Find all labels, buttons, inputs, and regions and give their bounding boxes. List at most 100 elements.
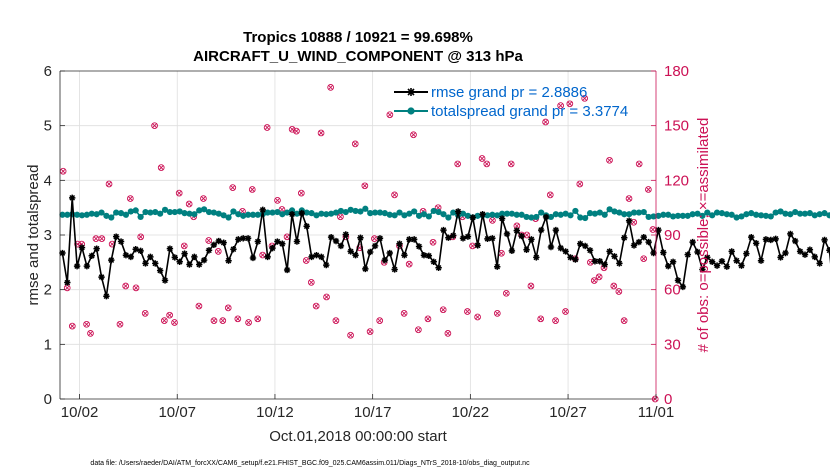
- totalspread-point-127: [679, 212, 686, 219]
- rmse-point-84: [469, 214, 477, 221]
- obs-assimilated-marker: [318, 130, 324, 136]
- obs-assimilated-marker: [508, 161, 514, 167]
- obs-assimilated-marker: [117, 321, 123, 327]
- obs-point-66: [391, 191, 398, 199]
- rmse-point-90: [498, 215, 506, 222]
- obs-assimilated-marker: [455, 161, 461, 167]
- totalspread-point-36: [235, 211, 242, 218]
- rmse-point-52: [313, 252, 320, 259]
- obs-assimilated-marker: [406, 261, 412, 267]
- totalspread-point-134: [713, 209, 721, 216]
- obs-point-20: [166, 311, 173, 319]
- totalspread-point-153: [806, 210, 813, 217]
- rmse-point-157: [826, 247, 830, 254]
- obs-point-33: [229, 184, 237, 191]
- obs-possible-marker: [245, 319, 252, 326]
- obs-assimilated-marker: [367, 329, 373, 335]
- y-right-tick-label-2: 60: [664, 282, 681, 299]
- rmse-point-95: [523, 246, 530, 253]
- obs-assimilated-marker: [377, 318, 383, 324]
- obs-assimilated-marker: [60, 168, 66, 174]
- obs-assimilated-marker: [616, 288, 622, 295]
- totalspread-point-56: [332, 209, 340, 216]
- totalspread-point-157: [826, 212, 830, 219]
- rmse-point-130: [694, 248, 701, 256]
- obs-point-105: [581, 94, 589, 102]
- obs-possible-marker: [137, 233, 145, 241]
- rmse-point-156: [821, 236, 828, 244]
- obs-possible-marker: [87, 330, 94, 337]
- rmse-point-13: [122, 252, 130, 259]
- obs-assimilated-marker: [352, 141, 358, 147]
- obs-point-26: [195, 302, 203, 310]
- obs-possible-marker: [214, 248, 222, 255]
- obs-point-98: [546, 191, 554, 199]
- obs-possible-marker: [507, 160, 515, 168]
- rmse-point-46: [283, 266, 291, 274]
- totalspread-point-46: [284, 209, 291, 216]
- rmse-point-30: [205, 247, 213, 254]
- obs-possible-marker: [581, 94, 589, 102]
- rmse-point-118: [635, 238, 643, 246]
- totalspread-point-106: [577, 214, 584, 221]
- totalspread-point-71: [406, 210, 413, 217]
- rmse-point-55: [327, 233, 335, 241]
- obs-possible-marker: [606, 156, 613, 164]
- obs-point-29: [210, 317, 218, 324]
- obs-point-63: [376, 317, 384, 324]
- obs-possible-marker: [171, 319, 178, 326]
- totalspread-point-54: [323, 211, 330, 218]
- obs-point-11: [116, 320, 124, 328]
- obs-point-73: [424, 315, 432, 323]
- totalspread-point-155: [816, 211, 823, 218]
- rmse-point-80: [450, 232, 457, 239]
- obs-point-24: [185, 200, 193, 208]
- obs-possible-marker: [122, 282, 130, 290]
- obs-assimilated-marker: [186, 201, 192, 207]
- obs-point-102: [566, 100, 574, 108]
- rmse-point-154: [811, 253, 818, 261]
- totalspread-point-94: [518, 211, 525, 218]
- rmse-point-151: [796, 248, 804, 255]
- rmse-point-117: [630, 242, 638, 249]
- totalspread-point-64: [371, 209, 379, 216]
- obs-possible-marker: [640, 255, 648, 263]
- obs-possible-marker: [527, 282, 535, 290]
- obs-possible-marker: [312, 302, 320, 310]
- obs-possible-marker: [263, 124, 271, 131]
- obs-assimilated-marker: [348, 332, 354, 338]
- obs-assimilated-marker: [641, 256, 647, 262]
- obs-point-12: [122, 282, 130, 290]
- obs-possible-marker: [483, 160, 491, 168]
- totalspread-point-65: [376, 209, 384, 216]
- rmse-point-121: [650, 249, 657, 257]
- obs-assimilated-marker: [582, 95, 588, 101]
- obs-point-54: [332, 317, 340, 324]
- rmse-point-75: [425, 252, 433, 259]
- obs-point-15: [137, 233, 145, 241]
- obs-assimilated-marker: [567, 101, 573, 107]
- totalspread-point-137: [728, 211, 735, 218]
- rmse-point-51: [308, 253, 315, 261]
- rmse-point-152: [801, 251, 809, 258]
- obs-possible-marker: [405, 260, 413, 268]
- totalspread-point-109: [591, 210, 599, 217]
- obs-assimilated-marker: [84, 321, 90, 327]
- rmse-point-19: [152, 260, 159, 267]
- obs-assimilated-marker: [558, 103, 564, 109]
- obs-possible-marker: [493, 310, 501, 317]
- obs-possible-marker: [429, 238, 437, 246]
- obs-point-113: [620, 317, 628, 324]
- obs-point-116: [635, 160, 643, 168]
- obs-point-49: [307, 279, 315, 286]
- obs-assimilated-marker: [538, 316, 544, 322]
- obs-assimilated-marker: [503, 290, 509, 296]
- rmse-point-54: [323, 261, 330, 269]
- totalspread-point-50: [303, 209, 310, 216]
- rmse-point-60: [352, 252, 359, 259]
- obs-point-39: [259, 251, 266, 259]
- rmse-point-6: [88, 252, 95, 259]
- obs-point-70: [410, 131, 417, 139]
- totalspread-point-97: [533, 213, 540, 221]
